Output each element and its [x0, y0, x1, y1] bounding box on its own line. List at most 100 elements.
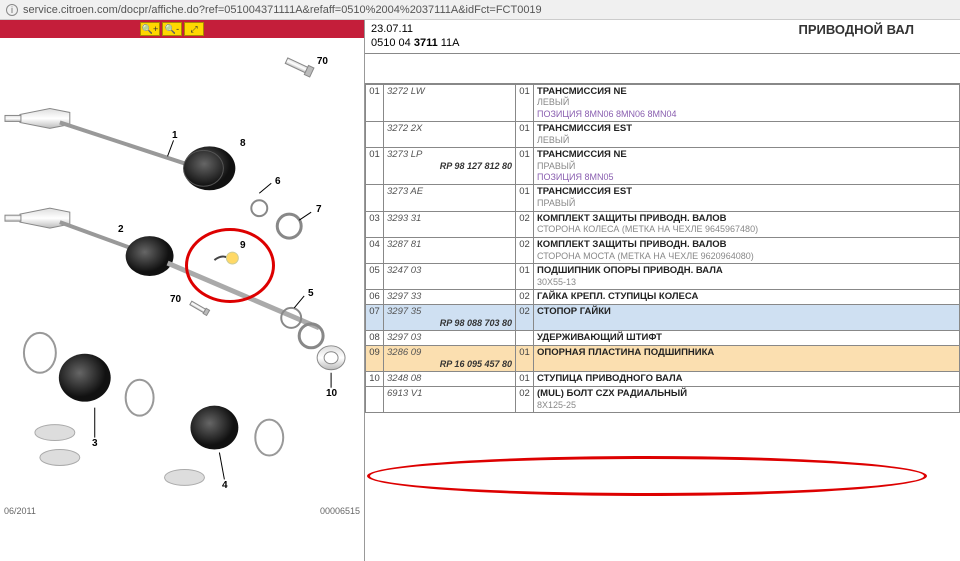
table-row[interactable]: 083297 03 УДЕРЖИВАЮЩИЙ ШТИФТ — [366, 330, 960, 345]
callout-4: 4 — [222, 480, 228, 491]
cell-reference: 3286 09RP 16 095 457 80 — [384, 345, 516, 371]
url-text: service.citroen.com/docpr/affiche.do?ref… — [23, 4, 542, 16]
cell-qty: 01 — [516, 185, 534, 211]
callout-2: 2 — [118, 224, 124, 235]
cell-reference: 3248 08 — [384, 371, 516, 386]
header-spacer — [365, 54, 960, 84]
cell-qty: 02 — [516, 304, 534, 330]
cell-index: 05 — [366, 263, 384, 289]
cell-qty: 01 — [516, 84, 534, 121]
fit-button[interactable]: ⤢ — [184, 22, 204, 36]
cell-description: КОМПЛЕКТ ЗАЩИТЫ ПРИВОДН. ВАЛОВСТОРОНА МО… — [534, 237, 960, 263]
cell-index: 07 — [366, 304, 384, 330]
cell-qty: 02 — [516, 386, 534, 412]
cell-description: СТОПОР ГАЙКИ — [534, 304, 960, 330]
main-content: 🔍+ 🔍- ⤢ — [0, 20, 960, 561]
cell-index: 04 — [366, 237, 384, 263]
cell-reference: 3287 81 — [384, 237, 516, 263]
cell-description: (MUL) БОЛТ CZX РАДИАЛЬНЫЙ8X125-25 — [534, 386, 960, 412]
highlight-circle-diagram — [185, 228, 275, 303]
cell-description: ТРАНСМИССИЯ ESTПРАВЫЙ — [534, 185, 960, 211]
table-row[interactable]: 3272 2X01ТРАНСМИССИЯ ESTЛЕВЫЙ — [366, 121, 960, 147]
cell-qty: 02 — [516, 237, 534, 263]
cell-index — [366, 185, 384, 211]
diagram-footer-date: 06/2011 — [4, 506, 36, 516]
table-row[interactable]: 013273 LPRP 98 127 812 8001ТРАНСМИССИЯ N… — [366, 148, 960, 185]
table-row[interactable]: 093286 09RP 16 095 457 8001ОПОРНАЯ ПЛАСТ… — [366, 345, 960, 371]
info-icon: i — [6, 4, 18, 16]
table-row[interactable]: 043287 8102КОМПЛЕКТ ЗАЩИТЫ ПРИВОДН. ВАЛО… — [366, 237, 960, 263]
diagram-area[interactable]: 70 1 8 2 9 6 7 5 70 10 3 4 06/2011 00006… — [0, 38, 364, 518]
header-code: 0510 04 3711 11A — [371, 36, 460, 50]
header-codes: 23.07.11 0510 04 3711 11A — [371, 22, 460, 51]
table-row[interactable]: 073297 35RP 98 088 703 8002СТОПОР ГАЙКИ — [366, 304, 960, 330]
cell-description: ТРАНСМИССИЯ ESTЛЕВЫЙ — [534, 121, 960, 147]
table-row[interactable]: 033293 3102КОМПЛЕКТ ЗАЩИТЫ ПРИВОДН. ВАЛО… — [366, 211, 960, 237]
cell-reference: 3247 03 — [384, 263, 516, 289]
cell-description: ГАЙКА КРЕПЛ. СТУПИЦЫ КОЛЕСА — [534, 289, 960, 304]
table-row[interactable]: 063297 3302ГАЙКА КРЕПЛ. СТУПИЦЫ КОЛЕСА — [366, 289, 960, 304]
table-row[interactable]: 053247 0301ПОДШИПНИК ОПОРЫ ПРИВОДН. ВАЛА… — [366, 263, 960, 289]
cell-reference: 3297 03 — [384, 330, 516, 345]
cell-qty: 02 — [516, 289, 534, 304]
cell-description: СТУПИЦА ПРИВОДНОГО ВАЛА — [534, 371, 960, 386]
cell-description: ТРАНСМИССИЯ NEЛЕВЫЙПОЗИЦИЯ 8MN06 8MN06 8… — [534, 84, 960, 121]
zoom-in-button[interactable]: 🔍+ — [140, 22, 160, 36]
callout-70a: 70 — [317, 56, 328, 67]
cell-description: ПОДШИПНИК ОПОРЫ ПРИВОДН. ВАЛА30X55-13 — [534, 263, 960, 289]
cell-index: 08 — [366, 330, 384, 345]
cell-description: ОПОРНАЯ ПЛАСТИНА ПОДШИПНИКА — [534, 345, 960, 371]
callout-3: 3 — [92, 438, 98, 449]
cell-index: 10 — [366, 371, 384, 386]
cell-index: 01 — [366, 148, 384, 185]
cell-description: УДЕРЖИВАЮЩИЙ ШТИФТ — [534, 330, 960, 345]
callout-1: 1 — [172, 130, 178, 141]
header-date: 23.07.11 — [371, 22, 460, 36]
cell-description: ТРАНСМИССИЯ NEПРАВЫЙПОЗИЦИЯ 8MN05 — [534, 148, 960, 185]
cell-qty: 01 — [516, 345, 534, 371]
table-row[interactable]: 3273 AE01ТРАНСМИССИЯ ESTПРАВЫЙ — [366, 185, 960, 211]
url-bar: i service.citroen.com/docpr/affiche.do?r… — [0, 0, 960, 20]
cell-qty: 01 — [516, 263, 534, 289]
callout-70b: 70 — [170, 294, 181, 305]
cell-qty — [516, 330, 534, 345]
parts-panel: 23.07.11 0510 04 3711 11A ПРИВОДНОЙ ВАЛ … — [365, 20, 960, 561]
cell-index: 01 — [366, 84, 384, 121]
diagram-footer-code: 00006515 — [320, 506, 360, 516]
cell-reference: 3273 AE — [384, 185, 516, 211]
cell-index: 03 — [366, 211, 384, 237]
cell-reference: 3273 LPRP 98 127 812 80 — [384, 148, 516, 185]
table-row[interactable]: 6913 V102(MUL) БОЛТ CZX РАДИАЛЬНЫЙ8X125-… — [366, 386, 960, 412]
cell-reference: 3272 LW — [384, 84, 516, 121]
cell-reference: 3293 31 — [384, 211, 516, 237]
cell-qty: 02 — [516, 211, 534, 237]
callout-8: 8 — [240, 138, 246, 149]
table-wrapper: 013272 LW01ТРАНСМИССИЯ NEЛЕВЫЙПОЗИЦИЯ 8M… — [365, 84, 960, 413]
cell-index: 06 — [366, 289, 384, 304]
highlight-ellipse-row — [367, 456, 927, 496]
diagram-toolbar: 🔍+ 🔍- ⤢ — [0, 20, 364, 38]
cell-index — [366, 121, 384, 147]
zoom-out-button[interactable]: 🔍- — [162, 22, 182, 36]
callout-7: 7 — [316, 204, 322, 215]
cell-description: КОМПЛЕКТ ЗАЩИТЫ ПРИВОДН. ВАЛОВСТОРОНА КО… — [534, 211, 960, 237]
driveshaft-diagram — [0, 38, 364, 518]
cell-index — [366, 386, 384, 412]
table-row[interactable]: 103248 0801СТУПИЦА ПРИВОДНОГО ВАЛА — [366, 371, 960, 386]
parts-header: 23.07.11 0510 04 3711 11A ПРИВОДНОЙ ВАЛ — [365, 20, 960, 54]
callout-10: 10 — [326, 388, 337, 399]
cell-reference: 6913 V1 — [384, 386, 516, 412]
cell-reference: 3272 2X — [384, 121, 516, 147]
callout-6: 6 — [275, 176, 281, 187]
table-row[interactable]: 013272 LW01ТРАНСМИССИЯ NEЛЕВЫЙПОЗИЦИЯ 8M… — [366, 84, 960, 121]
cell-qty: 01 — [516, 121, 534, 147]
parts-table: 013272 LW01ТРАНСМИССИЯ NEЛЕВЫЙПОЗИЦИЯ 8M… — [365, 84, 960, 413]
diagram-panel: 🔍+ 🔍- ⤢ — [0, 20, 365, 561]
cell-reference: 3297 35RP 98 088 703 80 — [384, 304, 516, 330]
cell-index: 09 — [366, 345, 384, 371]
callout-5: 5 — [308, 288, 314, 299]
cell-qty: 01 — [516, 371, 534, 386]
cell-qty: 01 — [516, 148, 534, 185]
header-title: ПРИВОДНОЙ ВАЛ — [799, 22, 955, 51]
cell-reference: 3297 33 — [384, 289, 516, 304]
